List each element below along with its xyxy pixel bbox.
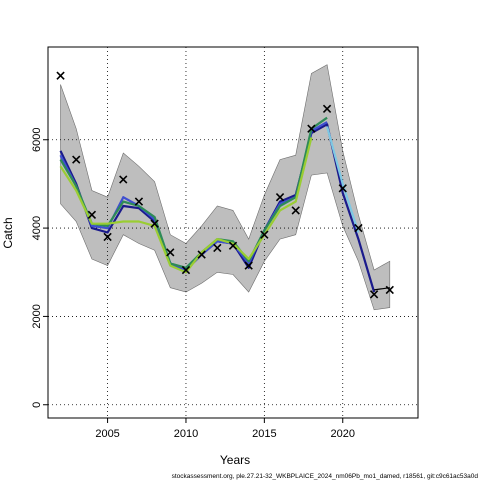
observation-cross-stroke xyxy=(181,265,191,275)
observation-point xyxy=(385,285,394,295)
observation-point xyxy=(369,290,379,299)
y-tick-label: 6000 xyxy=(31,128,43,152)
x-tick-label: 2005 xyxy=(95,428,119,440)
observation-cross-stroke xyxy=(369,290,379,299)
observation-point xyxy=(181,265,191,275)
observation-cross-stroke xyxy=(166,248,175,257)
x-tick-label: 2015 xyxy=(252,428,276,440)
observation-markers xyxy=(56,71,394,299)
observation-cross-stroke xyxy=(87,210,97,219)
x-axis-ticks: 2005 2010 2015 2020 xyxy=(95,418,355,440)
observation-point xyxy=(291,206,300,215)
series-line xyxy=(326,126,360,233)
observation-point xyxy=(213,243,222,253)
series-line xyxy=(59,116,328,269)
observation-cross-stroke xyxy=(338,184,347,193)
observation-point xyxy=(275,193,285,202)
observation-point xyxy=(166,248,175,257)
observation-cross-stroke xyxy=(134,197,144,206)
observation-cross-stroke xyxy=(228,241,238,250)
series-lines xyxy=(59,116,390,293)
confidence-band xyxy=(60,64,391,311)
y-tick-label: 4000 xyxy=(31,216,43,240)
observation-point xyxy=(338,184,347,193)
observation-cross-stroke xyxy=(354,223,363,233)
observation-point xyxy=(119,175,128,184)
observation-cross-stroke xyxy=(150,219,159,228)
y-axis-ticks: 0 2000 4000 6000 xyxy=(31,128,48,408)
x-tick-label: 2020 xyxy=(331,428,355,440)
observation-point xyxy=(354,223,363,233)
observation-cross-stroke xyxy=(197,250,206,259)
observation-cross-stroke xyxy=(213,243,222,253)
x-tick-label: 2010 xyxy=(174,428,198,440)
observation-cross-stroke xyxy=(322,104,332,113)
observation-cross-stroke xyxy=(119,175,128,184)
observation-cross-stroke xyxy=(56,71,65,80)
observation-point xyxy=(244,261,253,270)
observation-point xyxy=(72,155,81,164)
observation-cross-stroke xyxy=(291,206,300,215)
observation-point xyxy=(134,197,144,206)
observation-point xyxy=(197,250,206,259)
observation-point xyxy=(228,241,238,250)
observation-cross-stroke xyxy=(244,261,253,270)
confidence-band-area xyxy=(60,64,391,311)
y-tick-label: 0 xyxy=(31,402,43,408)
observation-cross-stroke xyxy=(307,124,316,133)
y-tick-label: 2000 xyxy=(31,304,43,328)
observation-cross-stroke xyxy=(72,155,81,164)
observation-cross-stroke xyxy=(275,193,285,202)
footer-note: stockassessment.org, ple.27.21-32_WKBPLA… xyxy=(172,473,479,480)
observation-point xyxy=(260,230,269,239)
series-line xyxy=(59,137,313,274)
x-axis-title: Years xyxy=(220,453,250,467)
plot-frame xyxy=(47,46,419,419)
observation-point xyxy=(56,71,65,80)
observation-cross-stroke xyxy=(260,230,269,239)
observation-point xyxy=(103,232,112,242)
observation-point xyxy=(150,219,159,228)
observation-point xyxy=(322,104,332,113)
observation-point xyxy=(87,210,97,219)
y-axis-title: Catch xyxy=(1,217,15,248)
observation-cross-stroke xyxy=(103,232,112,242)
observation-point xyxy=(307,124,316,133)
observation-cross-stroke xyxy=(385,285,394,295)
